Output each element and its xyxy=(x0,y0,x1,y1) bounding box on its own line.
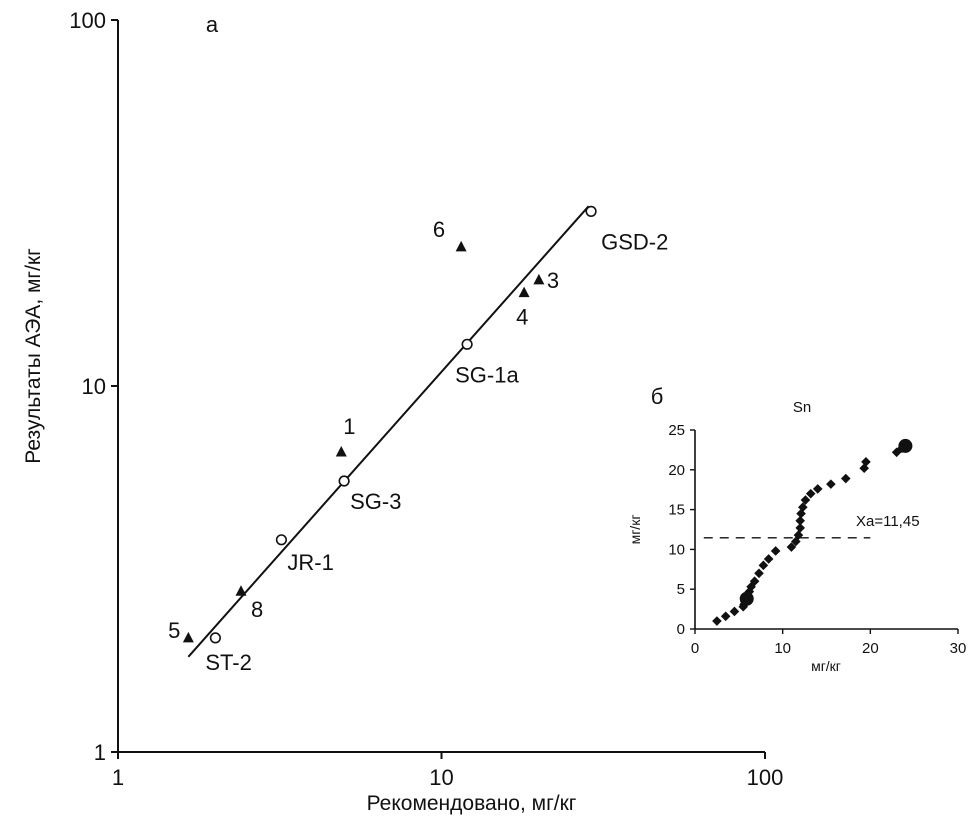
point-4-marker xyxy=(518,286,530,298)
inset-x-axis-title: мг/кг xyxy=(811,658,841,674)
point-sg-3-label: SG-3 xyxy=(350,489,401,514)
inset-y-tick-label-2: 10 xyxy=(668,541,685,558)
panel-label-b: б xyxy=(651,384,664,409)
inset-title: Sn xyxy=(793,399,811,416)
point-4-label: 4 xyxy=(516,305,528,330)
x-tick-label-0: 1 xyxy=(112,765,124,790)
inset-point-25 xyxy=(812,484,823,494)
point-5-label: 5 xyxy=(168,618,180,643)
panel-label-a: а xyxy=(206,12,219,37)
fit-line xyxy=(187,205,590,658)
point-jr-1-marker xyxy=(275,534,288,546)
point-jr-1-label: JR-1 xyxy=(287,550,333,575)
inset-point-19 xyxy=(795,523,806,533)
x-tick-label-1: 10 xyxy=(429,765,453,790)
inset-point-cluster-1 xyxy=(898,438,913,453)
y-axis-title: Результаты АЭА, мг/кг xyxy=(22,248,45,464)
inset-point-cluster-0 xyxy=(739,591,754,606)
inset-reference-label: Xa=11,45 xyxy=(856,513,920,530)
y-tick-label-2: 100 xyxy=(69,8,106,33)
inset-y-tick-label-0: 0 xyxy=(677,621,685,638)
inset-point-22 xyxy=(798,502,808,513)
x-tick-label-2: 100 xyxy=(747,765,784,790)
inset-point-27 xyxy=(840,473,851,484)
inset-y-axis-title: мг/кг xyxy=(627,515,643,545)
inset-point-23 xyxy=(800,495,811,505)
inset-y-tick-label-4: 20 xyxy=(668,462,685,479)
inset-x-tick-label-2: 20 xyxy=(862,640,879,657)
inset-point-13 xyxy=(758,560,769,571)
point-8-marker xyxy=(235,585,247,596)
point-gsd-2-label: GSD-2 xyxy=(601,229,668,254)
inset-point-12 xyxy=(754,568,764,579)
x-axis-title: Рекомендовано, мг/кг xyxy=(367,792,577,815)
inset-x-tick-label-3: 30 xyxy=(950,640,967,657)
inset-point-15 xyxy=(770,546,781,556)
point-st-2-label: ST-2 xyxy=(205,650,251,675)
point-sg-1a-marker xyxy=(461,338,473,350)
point-8-label: 8 xyxy=(251,597,263,622)
inset-point-16 xyxy=(786,542,797,552)
point-1-marker xyxy=(335,446,347,457)
point-5-marker xyxy=(182,631,194,643)
inset-point-29 xyxy=(861,457,871,467)
point-gsd-2-marker xyxy=(585,205,597,217)
point-sg-1a-label: SG-1a xyxy=(455,362,519,387)
point-3-marker xyxy=(533,273,545,285)
inset-point-1 xyxy=(720,611,731,622)
inset-y-tick-label-5: 25 xyxy=(668,422,685,439)
point-3-label: 3 xyxy=(547,268,559,293)
inset-point-20 xyxy=(795,515,806,526)
inset-point-26 xyxy=(826,479,836,489)
point-sg-3-marker xyxy=(338,475,350,487)
inset-point-0 xyxy=(712,616,722,626)
inset-x-tick-label-1: 10 xyxy=(774,640,791,657)
inset-point-14 xyxy=(763,554,774,564)
point-6-label: 6 xyxy=(433,217,445,242)
point-1-label: 1 xyxy=(343,414,355,439)
inset-y-tick-label-3: 15 xyxy=(668,502,685,519)
point-6-marker xyxy=(455,240,467,252)
y-tick-label-1: 10 xyxy=(82,374,106,399)
point-st-2-marker xyxy=(209,632,221,644)
inset-point-24 xyxy=(805,488,816,499)
inset-chart: 0 5 10 15 20 25 0 10 20 30 мг/кг мг/кг б Sn Xa=11,45 xyxy=(627,384,966,674)
inset-point-2 xyxy=(729,606,740,617)
inset-y-tick-label-1: 5 xyxy=(677,581,685,598)
inset-x-tick-label-0: 0 xyxy=(691,640,699,657)
y-tick-label-0: 1 xyxy=(94,740,106,765)
